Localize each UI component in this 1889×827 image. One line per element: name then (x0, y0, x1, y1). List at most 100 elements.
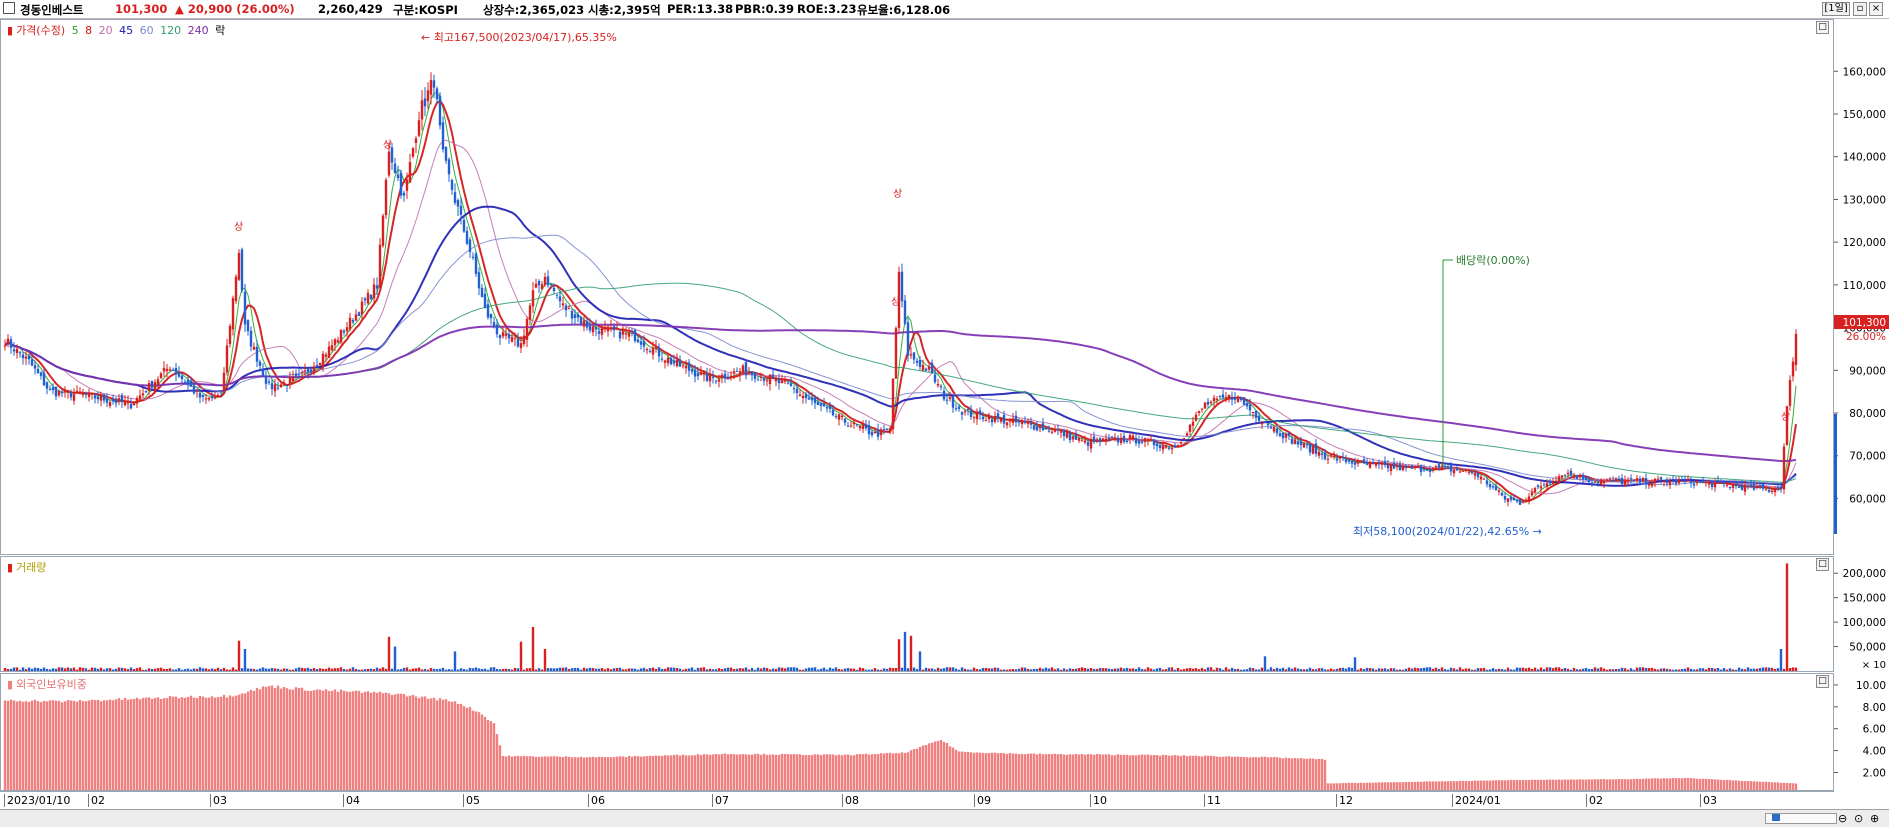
foreign-bar (1230, 756, 1234, 790)
foreign-bar (384, 692, 388, 790)
volume-bar (1590, 668, 1594, 671)
volume-bar (1428, 667, 1432, 671)
volume-bar (267, 668, 271, 671)
foreign-bar (1539, 779, 1543, 790)
restore-icon[interactable]: ▫ (1853, 2, 1867, 16)
candle (1551, 481, 1555, 484)
volume-bar (1554, 667, 1558, 671)
candle (447, 159, 451, 175)
candle (1623, 480, 1627, 486)
volume-bar (1263, 656, 1267, 671)
panel-max-icon[interactable]: □ (1816, 21, 1829, 34)
foreign-panel[interactable]: ▮ 외국인보유비중 □ (0, 673, 1834, 791)
foreign-bar (387, 693, 391, 790)
foreign-bar (1578, 779, 1582, 790)
volume-bar (1254, 669, 1258, 671)
candle (1746, 486, 1750, 488)
scroll-thumb[interactable] (1772, 814, 1780, 821)
scroll-bar[interactable]: ⊖ ⊙ ⊕ (0, 809, 1889, 827)
zoom-reset-icon[interactable]: ⊙ (1854, 812, 1864, 825)
volume-bar (1494, 669, 1498, 671)
foreign-bar (639, 756, 643, 790)
volume-chart[interactable] (1, 557, 1833, 671)
volume-bar (1356, 669, 1360, 671)
candle (1041, 423, 1045, 431)
foreign-bar (1305, 758, 1309, 790)
candle (945, 399, 949, 401)
candle (1725, 484, 1729, 486)
volume-bar (897, 639, 901, 671)
candle (1419, 465, 1423, 472)
candle (1611, 480, 1615, 482)
candle (189, 380, 193, 387)
price-chart[interactable]: ← 최고167,500(2023/04/17),65.35%배당락(0.00%)… (1, 20, 1833, 554)
foreign-bar (33, 699, 37, 790)
period-button[interactable]: [1일] (1822, 2, 1850, 16)
volume-bar (1425, 667, 1429, 671)
volume-bar (462, 669, 466, 671)
foreign-chart[interactable] (1, 674, 1833, 790)
foreign-bar (762, 753, 766, 790)
foreign-bar (579, 756, 583, 790)
candle (672, 360, 676, 364)
foreign-panel-max-icon[interactable]: □ (1816, 675, 1829, 688)
volume-bar (1764, 667, 1768, 671)
volume-bar (1521, 667, 1525, 671)
foreign-bar (1605, 779, 1609, 790)
volume-bar (1209, 667, 1213, 671)
volume-bar (399, 669, 403, 671)
foreign-bar (1215, 756, 1219, 790)
volume-bar (1215, 667, 1219, 671)
volume-bar (1602, 668, 1606, 671)
foreign-bar (1284, 757, 1288, 790)
candle (930, 362, 934, 373)
close-icon[interactable]: × (1869, 2, 1883, 16)
volume-bar (801, 669, 805, 671)
stock-name[interactable]: 경동인베스트 (20, 3, 84, 17)
price-panel[interactable]: ← 최고167,500(2023/04/17),65.35% 배당락(0.00%)… (0, 19, 1834, 555)
foreign-bar (390, 694, 394, 790)
foreign-bar (1329, 783, 1333, 790)
candle (1515, 499, 1519, 502)
foreign-bar (189, 695, 193, 790)
window-icon[interactable] (3, 2, 15, 14)
foreign-bar (618, 756, 622, 790)
foreign-bar (1311, 758, 1315, 790)
zoom-in-icon[interactable]: ⊕ (1870, 812, 1880, 825)
candle (990, 419, 994, 423)
candle (1491, 486, 1495, 488)
volume-bar (669, 667, 673, 671)
foreign-bar (117, 698, 121, 790)
foreign-bar (813, 754, 817, 790)
candle (288, 377, 292, 384)
foreign-bar (1344, 782, 1348, 790)
scroll-track[interactable] (1765, 813, 1837, 824)
foreign-bar (174, 696, 178, 790)
volume-bar (1515, 667, 1519, 671)
foreign-bar (273, 687, 277, 790)
candle (198, 392, 202, 398)
foreign-bar (285, 688, 289, 790)
volume-bar (192, 668, 196, 671)
candle (378, 244, 382, 288)
volume-bar (564, 667, 568, 671)
foreign-bar (1380, 782, 1384, 790)
zoom-out-icon[interactable]: ⊖ (1838, 812, 1848, 825)
volume-bar (1485, 669, 1489, 671)
foreign-bar (300, 687, 304, 790)
candle (852, 422, 856, 425)
volume-bar (609, 669, 613, 671)
date-tick-label: 03 (210, 794, 227, 807)
foreign-bar (1368, 782, 1372, 790)
volume-panel-max-icon[interactable]: □ (1816, 558, 1829, 571)
candle (726, 376, 730, 379)
volume-bar (1011, 669, 1015, 671)
volume-bar (1146, 667, 1150, 671)
foreign-bar (909, 750, 913, 790)
volume-bar (753, 669, 757, 671)
foreign-bar (942, 741, 946, 790)
volume-panel[interactable]: ▮ 거래량 □ (0, 556, 1834, 672)
foreign-bar (1419, 781, 1423, 790)
foreign-bar (516, 755, 520, 790)
volume-bar (1731, 669, 1735, 671)
